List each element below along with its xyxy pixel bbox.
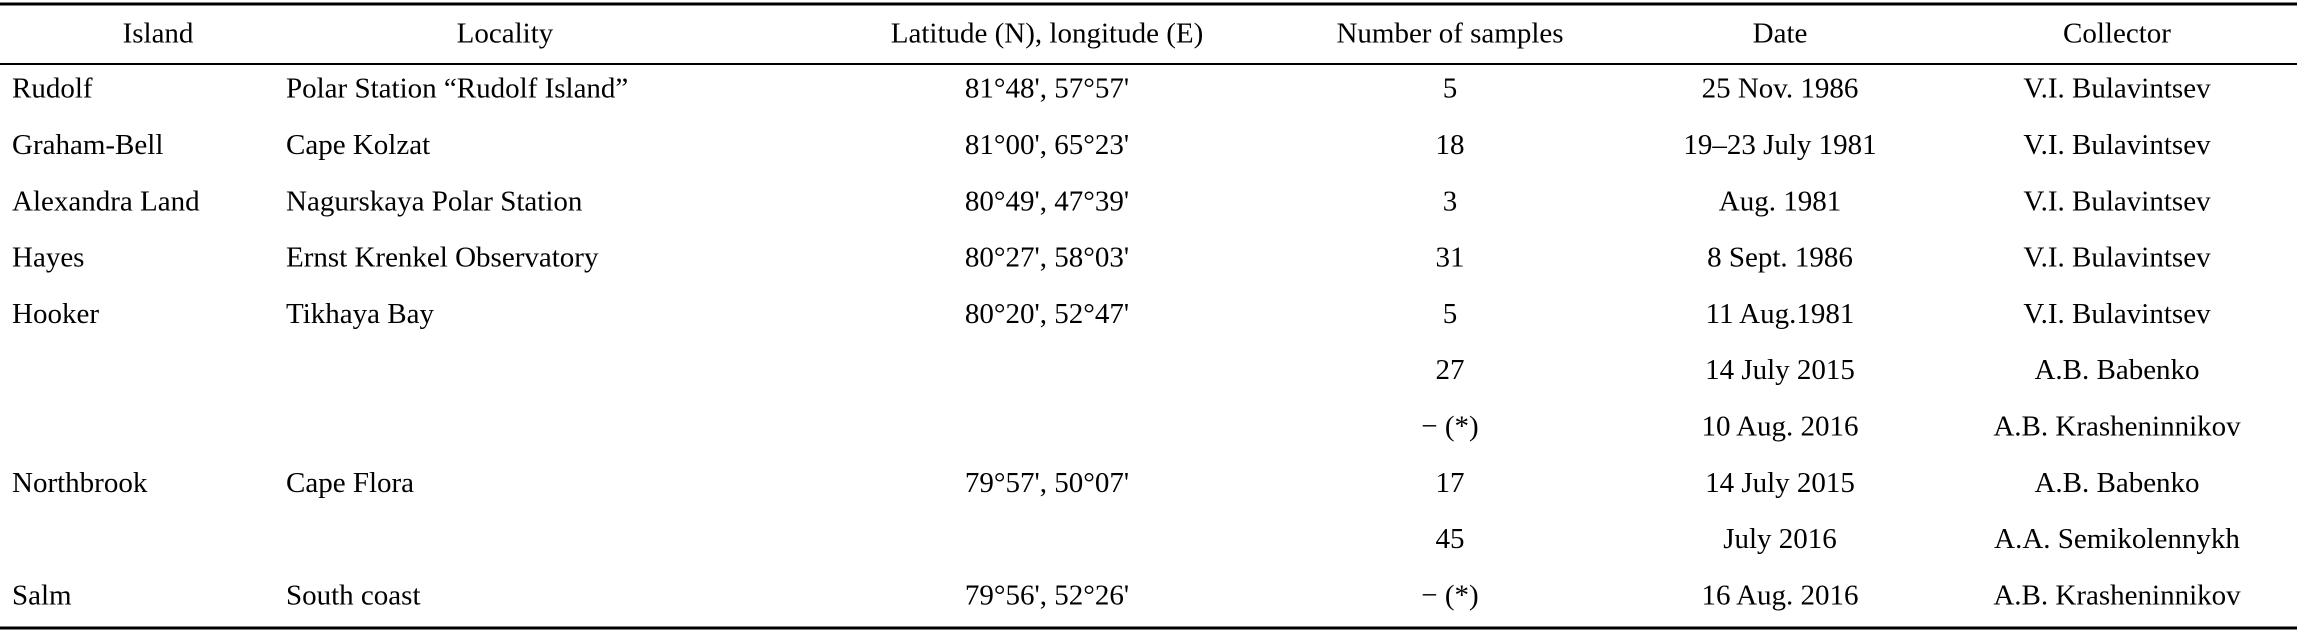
table-cell: 79°57', 50°07' [965,467,1129,499]
table-cell: 18 [1436,129,1465,161]
table-cell: Northbrook [12,467,148,499]
table-cell: A.B. Babenko [2034,467,2199,499]
header-cell: Date [1753,18,1808,50]
table-cell: Nagurskaya Polar Station [286,185,583,217]
table-cell: − (*) [1421,579,1478,611]
table-cell: 11 Aug.1981 [1706,298,1855,330]
table-cell: 81°48', 57°57' [965,73,1129,105]
header-cell: Island [123,18,194,50]
table-cell: 45 [1436,523,1465,555]
table-cell: Ernst Krenkel Observatory [286,242,599,274]
table-cell: Polar Station “Rudolf Island” [286,73,628,105]
header-cell: Number of samples [1336,18,1563,50]
table-cell: 8 Sept. 1986 [1707,242,1853,274]
table-cell: Salm [12,579,72,611]
table-cell: 79°56', 52°26' [965,579,1129,611]
table-cell: 25 Nov. 1986 [1702,73,1859,105]
table-cell: Hooker [12,298,99,330]
table-cell: V.I. Bulavintsev [2023,242,2211,274]
table-cell: Graham-Bell [12,129,163,161]
table-cell: 27 [1436,354,1465,386]
table-cell: A.B. Krasheninnikov [1993,410,2241,442]
table-cell: 3 [1443,185,1458,217]
table-cell: 5 [1443,73,1458,105]
table-cell: 19–23 July 1981 [1683,129,1876,161]
table-cell: 81°00', 65°23' [965,129,1129,161]
table-cell: A.B. Babenko [2034,354,2199,386]
table-cell: South coast [286,579,421,611]
table-cell: Cape Flora [286,467,414,499]
table-cell: 14 July 2015 [1705,354,1855,386]
table-cell: 17 [1436,467,1465,499]
table-cell: 80°49', 47°39' [965,185,1129,217]
table-cell: A.B. Krasheninnikov [1993,579,2241,611]
table-cell: − (*) [1421,410,1478,442]
table-cell: July 2016 [1723,523,1837,555]
table-cell: 10 Aug. 2016 [1701,410,1858,442]
header-cell: Collector [2063,18,2171,50]
table-cell: V.I. Bulavintsev [2023,298,2211,330]
table-cell: 5 [1443,298,1458,330]
header-cell: Locality [457,18,554,50]
table-cell: V.I. Bulavintsev [2023,185,2211,217]
table-cell: 80°20', 52°47' [965,298,1129,330]
table-cell: V.I. Bulavintsev [2023,129,2211,161]
table-cell: V.I. Bulavintsev [2023,73,2211,105]
table-cell: 31 [1436,242,1465,274]
table-cell: Tikhaya Bay [286,298,434,330]
header-cell: Latitude (N), longitude (E) [891,18,1203,50]
table-cell: Rudolf [12,73,93,105]
table-cell: 14 July 2015 [1705,467,1855,499]
table-cell: 16 Aug. 2016 [1701,579,1858,611]
table-cell: 80°27', 58°03' [965,242,1129,274]
table-cell: Alexandra Land [12,185,200,217]
table-cell: Hayes [12,242,84,274]
table-cell: Aug. 1981 [1719,185,1841,217]
table-cell: Cape Kolzat [286,129,430,161]
table-cell: A.A. Semikolennykh [1994,523,2240,555]
